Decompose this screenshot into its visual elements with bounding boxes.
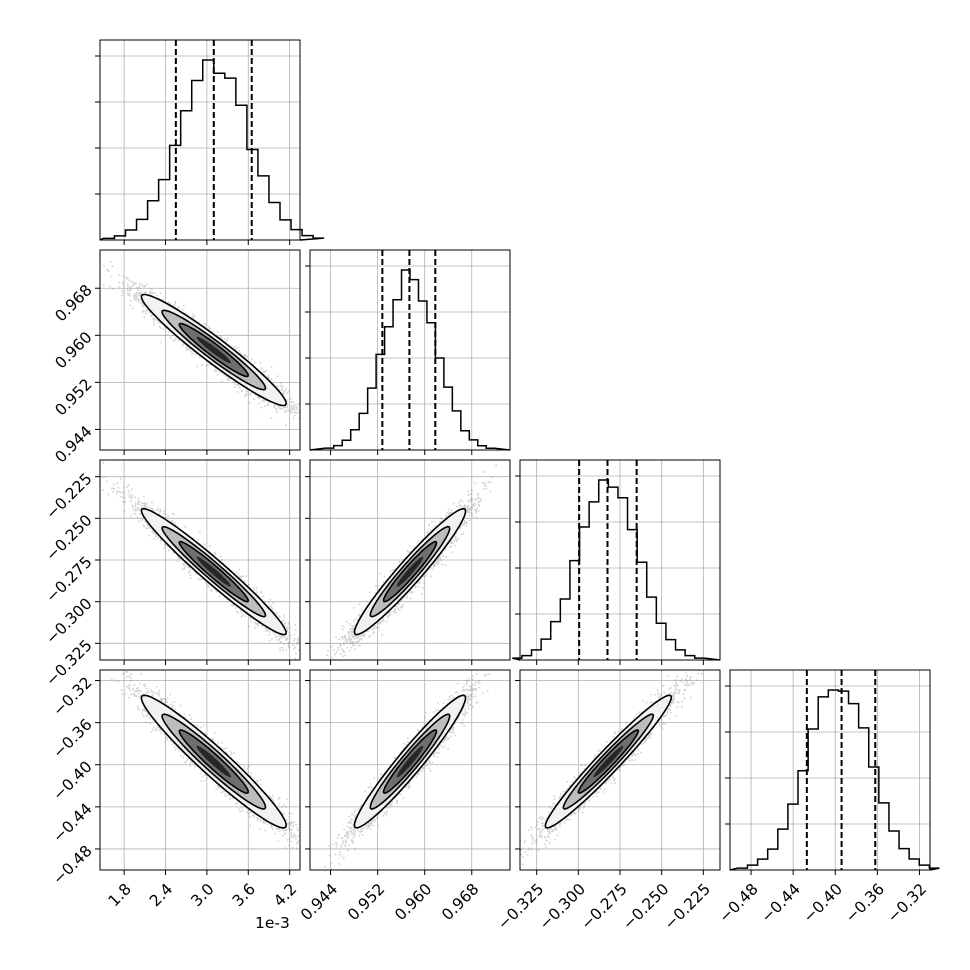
x-tick-label-0-2: 3.0 xyxy=(187,880,217,910)
hist-panel-2 xyxy=(512,459,721,665)
samples-3-2 xyxy=(520,670,703,866)
y-tick-label-2-4: −0.225 xyxy=(42,470,95,523)
y-tick-label-3-1: −0.44 xyxy=(49,800,95,846)
samples-3-0 xyxy=(111,671,300,862)
hist-panel-0 xyxy=(95,39,325,245)
x-tick-label-1-3: 0.968 xyxy=(438,880,482,924)
scatter-panel-2-0 xyxy=(95,459,301,665)
x-tick-label-3-3: −0.36 xyxy=(842,880,888,926)
density-level-2-1-3 xyxy=(396,556,424,587)
y-tick-label-3-2: −0.40 xyxy=(49,758,95,804)
x-tick-label-0-3: 3.6 xyxy=(229,880,259,910)
x-tick-label-3-2: −0.40 xyxy=(800,880,846,926)
histogram-0 xyxy=(99,59,325,241)
x-tick-label-1-2: 0.960 xyxy=(391,880,435,924)
y-tick-label-3-3: −0.36 xyxy=(49,716,95,762)
density-level-1-0-3 xyxy=(196,336,231,364)
y-tick-label-1-1: 0.952 xyxy=(52,375,96,419)
hist-panel-3 xyxy=(725,669,940,875)
y-tick-label-1-0: 0.944 xyxy=(52,422,96,466)
scatter-panel-3-0 xyxy=(95,669,301,875)
panels: 1.8 2.4 3.0 3.6 4.20.944 0.952 0.960 0.968 −0.32… xyxy=(42,39,940,933)
y-tick-label-1-3: 0.968 xyxy=(52,281,96,325)
x-tick-label-0-0: 1.8 xyxy=(105,880,135,910)
scatter-panel-3-2 xyxy=(515,669,721,875)
scatter-panel-2-1 xyxy=(305,459,511,665)
x-tick-label-1-1: 0.952 xyxy=(344,880,388,924)
histogram-3 xyxy=(729,689,940,871)
density-level-3-1-3 xyxy=(396,745,424,778)
x-tick-label-0-1: 2.4 xyxy=(146,880,176,910)
density-level-3-0-3 xyxy=(196,745,231,778)
histogram-1 xyxy=(309,269,511,451)
x-tick-label-0-4: 4.2 xyxy=(270,880,300,910)
histogram-2 xyxy=(512,479,721,661)
density-level-3-2-3 xyxy=(593,745,624,778)
scatter-panel-1-0 xyxy=(95,249,301,455)
density-level-2-0-3 xyxy=(196,556,231,587)
y-tick-label-3-0: −0.48 xyxy=(49,842,95,888)
x-tick-label-2-4: −0.225 xyxy=(661,880,714,933)
x-tick-label-1-0: 0.944 xyxy=(297,880,341,924)
x-tick-label-3-0: −0.48 xyxy=(715,880,761,926)
x-tick-label-3-4: −0.32 xyxy=(884,880,930,926)
y-tick-label-1-2: 0.960 xyxy=(52,328,96,372)
scatter-panel-3-1 xyxy=(305,669,511,875)
x-tick-label-3-1: −0.44 xyxy=(758,880,804,926)
x-offset-text: 1e-3 xyxy=(255,914,290,932)
hist-panel-1 xyxy=(305,249,511,455)
